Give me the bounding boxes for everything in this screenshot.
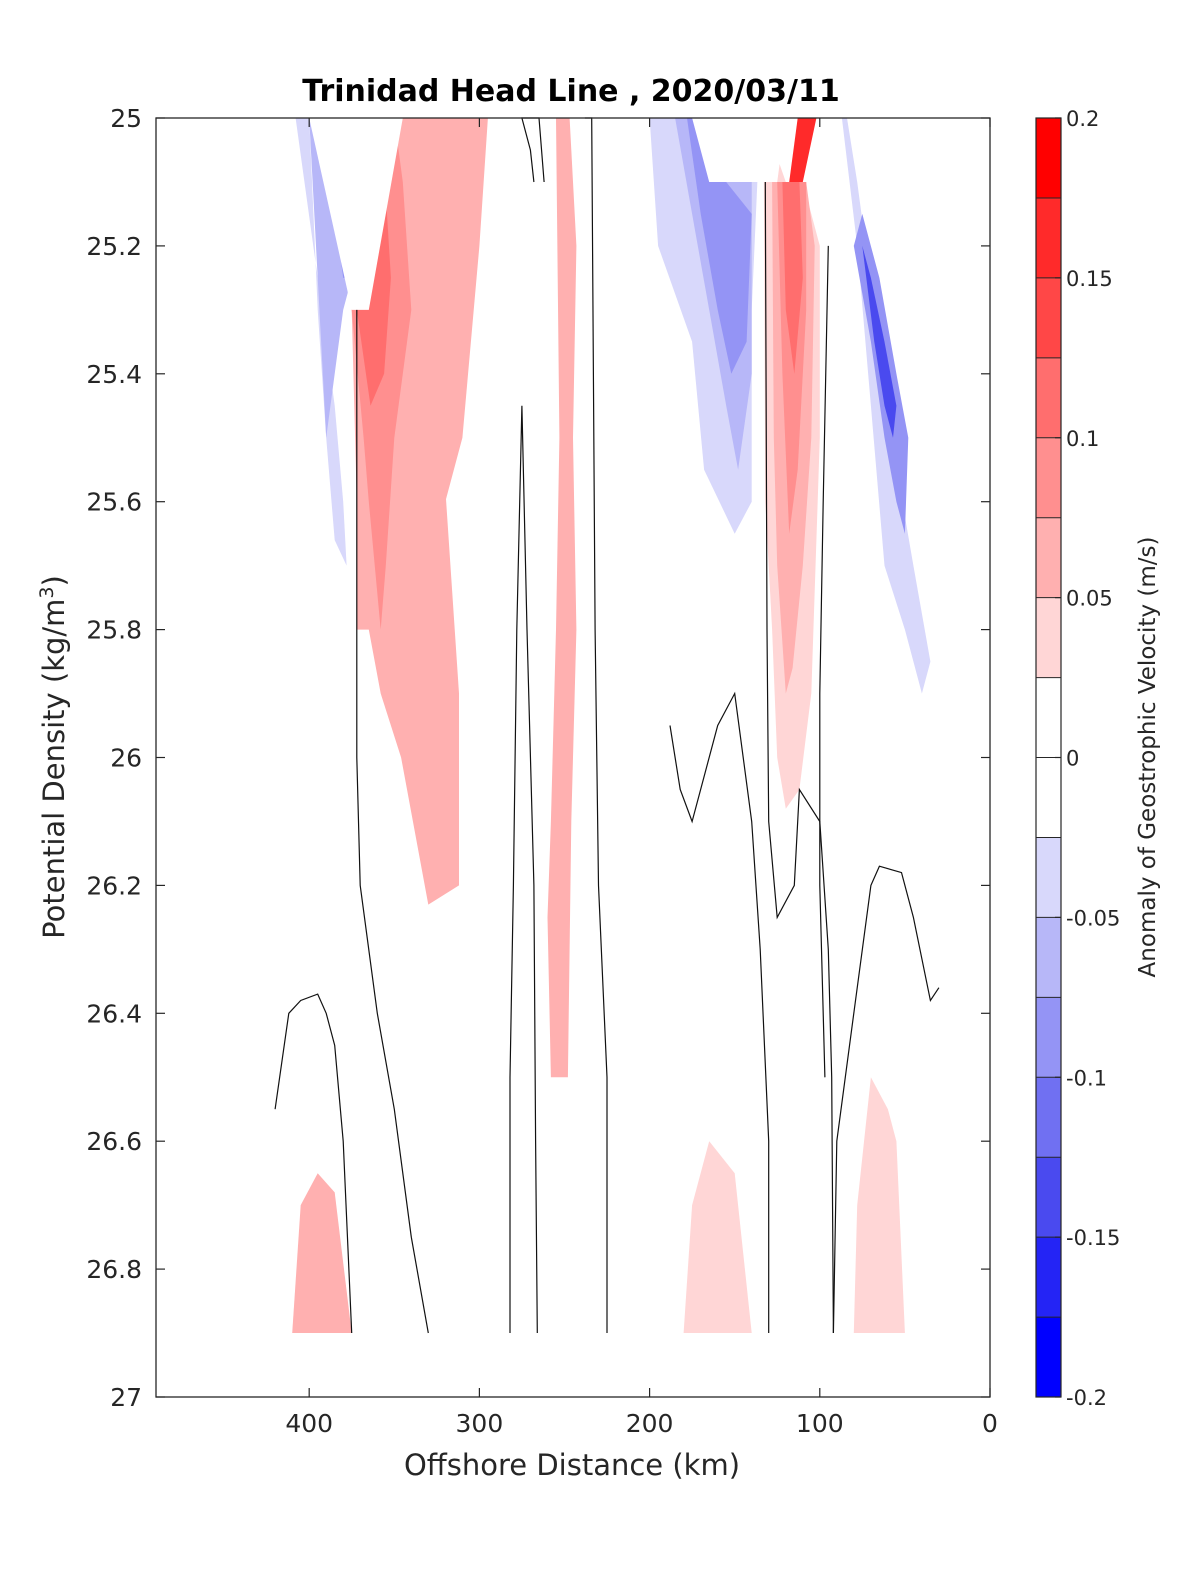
- y-tick-label: 27: [110, 1383, 142, 1412]
- x-tick-label: 400: [285, 1409, 333, 1438]
- y-tick-label: 26: [110, 744, 142, 773]
- colorbar-tick-label: -0.05: [1066, 906, 1120, 930]
- contour-region-0: [275, 118, 340, 720]
- y-axis-label-main: Potential Density (kg/m: [37, 599, 71, 939]
- x-tick-label: 200: [626, 1409, 674, 1438]
- colorbar-bin-4: [1036, 437, 1061, 518]
- chart-title: Trinidad Head Line , 2020/03/11: [302, 74, 839, 109]
- missing-data-regions: [309, 118, 786, 310]
- contour-region-6: [356, 194, 391, 406]
- x-axis: 400 300 200 100 0: [285, 118, 998, 1438]
- zero-contour-7: [819, 245, 829, 1078]
- zero-contour-5: [669, 691, 770, 1333]
- y-tick-label: 26.8: [86, 1255, 142, 1284]
- colorbar-bin-11: [1036, 997, 1061, 1078]
- contour-region-8: [547, 118, 577, 1078]
- colorbar: 0.2 0.15 0.1 0.05 0 -0.05 -0.1 -0.15 -0.2: [1035, 107, 1120, 1410]
- contour-region-24: [368, 1077, 488, 1333]
- contour-region-2: [309, 118, 352, 438]
- colorbar-bin-14: [1036, 1237, 1061, 1318]
- x-axis-label: Offshore Distance (km): [404, 1448, 740, 1482]
- zero-contour-3: [521, 117, 545, 183]
- zero-contour-4: [584, 117, 608, 1333]
- colorbar-bin-5: [1036, 517, 1061, 598]
- contour-region-12: [687, 118, 752, 374]
- y-tick-label: 26.2: [86, 871, 142, 900]
- contour-region-13: [777, 1013, 800, 1333]
- colorbar-tick-label: -0.15: [1066, 1226, 1120, 1250]
- zero-contour-6: [764, 181, 835, 1334]
- zero-contour-0: [274, 993, 353, 1334]
- colorbar-bin-9: [1036, 837, 1061, 918]
- y-tick-label: 25.2: [86, 232, 142, 261]
- y-axis-label-close: ): [37, 575, 71, 586]
- colorbar-tick-label: -0.1: [1066, 1066, 1107, 1090]
- colorbar-bin-10: [1036, 917, 1061, 998]
- contour-region-18: [789, 118, 817, 182]
- contour-region-27: [853, 1077, 905, 1333]
- colorbar-bin-7: [1036, 677, 1061, 758]
- y-tick-label: 25.6: [86, 488, 142, 517]
- colorbar-tick-label: 0: [1066, 747, 1079, 771]
- colorbar-bin-3: [1036, 357, 1061, 438]
- colorbar-tick-label: 0.15: [1066, 267, 1113, 291]
- colorbar-bin-12: [1036, 1077, 1061, 1158]
- colorbar-label: Anomaly of Geostrophic Velocity (m/s): [1135, 537, 1161, 978]
- zero-contour-8: [832, 865, 940, 1334]
- colorbar-bin-6: [1036, 597, 1061, 678]
- y-axis-label-superscript: 3: [36, 586, 58, 598]
- colorbar-tick-label: 0.1: [1066, 427, 1099, 451]
- contour-region-7: [402, 118, 488, 502]
- contour-region-23: [292, 1173, 352, 1333]
- blank-region-1: [692, 118, 786, 182]
- y-tick-label: 26.6: [86, 1127, 142, 1156]
- blank-region-0: [309, 118, 403, 310]
- x-tick-label: 100: [796, 1409, 844, 1438]
- colorbar-tick-label: 0.05: [1066, 587, 1113, 611]
- y-axis-label: Potential Density (kg/m3): [36, 575, 71, 939]
- colorbar-bin-13: [1036, 1157, 1061, 1238]
- contour-region-19: [836, 118, 939, 835]
- contour-region-22: [862, 245, 897, 438]
- y-tick-label: 25.4: [86, 360, 142, 389]
- colorbar-bin-2: [1036, 277, 1061, 358]
- y-axis: 25 25.2 25.4 25.6 25.8 26 26.2 26.4 26.6 26.8 27: [86, 104, 990, 1412]
- filled-contours: [275, 118, 939, 1333]
- y-tick-label: 25.8: [86, 616, 142, 645]
- colorbar-bin-8: [1036, 757, 1061, 838]
- y-tick-label: 26.4: [86, 999, 142, 1028]
- colorbar-tick-label: 0.2: [1066, 107, 1099, 131]
- contour-region-17: [782, 182, 803, 374]
- colorbar-tick-label: -0.2: [1066, 1386, 1107, 1410]
- zero-contour-2: [509, 405, 538, 1334]
- x-tick-label: 0: [982, 1409, 998, 1438]
- x-tick-label: 300: [456, 1409, 504, 1438]
- colorbar-bin-1: [1036, 197, 1061, 278]
- zero-contour-1: [356, 309, 429, 1334]
- colorbar-bin-15: [1036, 1317, 1061, 1397]
- contour-region-25: [561, 1237, 599, 1333]
- colorbar-bin-0: [1036, 118, 1061, 198]
- contour-region-26: [683, 1141, 752, 1333]
- y-tick-label: 25: [110, 104, 142, 133]
